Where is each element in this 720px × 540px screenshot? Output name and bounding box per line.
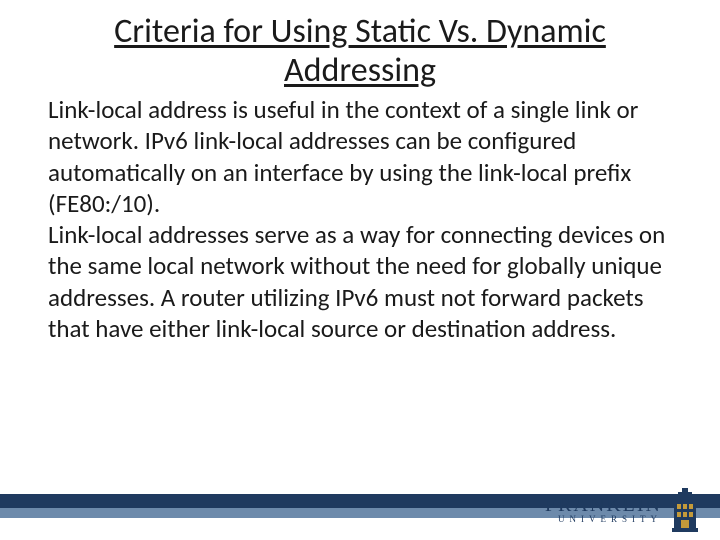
paragraph-2: Link-local addresses serve as a way for … xyxy=(48,219,672,344)
slide-body: Link-local address is useful in the cont… xyxy=(0,90,720,344)
logo-text-block: FRANKLIN UNIVERSITY xyxy=(545,496,662,524)
paragraph-1: Link-local address is useful in the cont… xyxy=(48,94,672,219)
franklin-tower-icon xyxy=(668,488,702,532)
slide-title: Criteria for Using Static Vs. Dynamic Ad… xyxy=(0,0,720,90)
logo-name-main: FRANKLIN xyxy=(545,496,662,515)
franklin-logo: FRANKLIN UNIVERSITY xyxy=(545,488,702,532)
logo-name-sub: UNIVERSITY xyxy=(545,515,662,524)
